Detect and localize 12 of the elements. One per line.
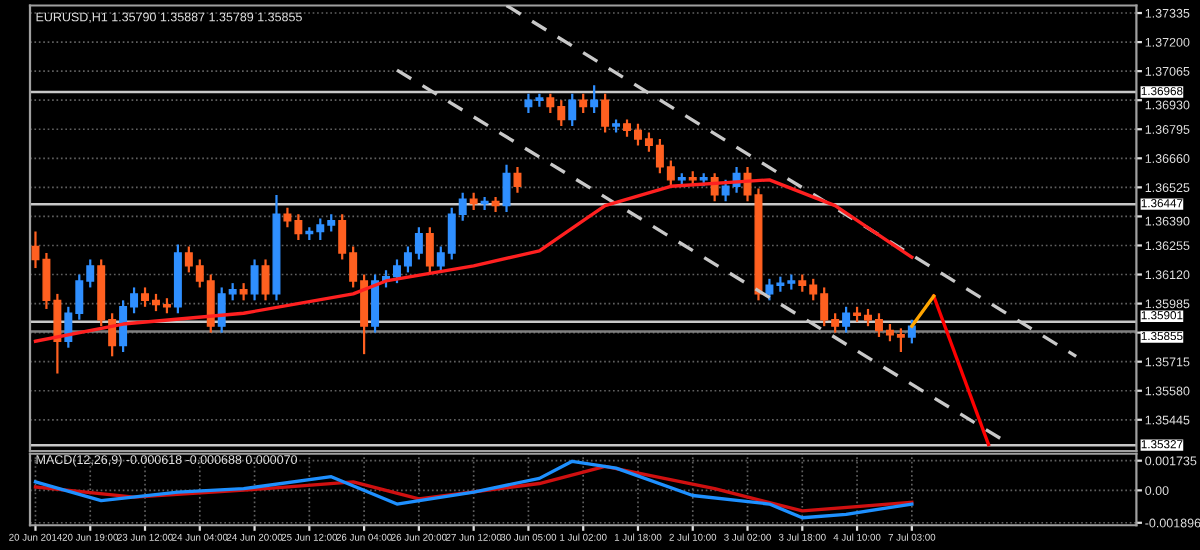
candlestick [425, 226, 434, 274]
candlestick [601, 92, 610, 134]
candlestick [590, 84, 599, 115]
candlestick [250, 258, 259, 302]
candlestick [513, 165, 522, 194]
candlestick [480, 195, 489, 212]
candlestick [907, 318, 916, 345]
candlestick [568, 92, 577, 128]
candlestick [842, 305, 851, 334]
candlestick [491, 195, 500, 214]
candlestick [261, 258, 270, 302]
candlestick [579, 92, 588, 115]
